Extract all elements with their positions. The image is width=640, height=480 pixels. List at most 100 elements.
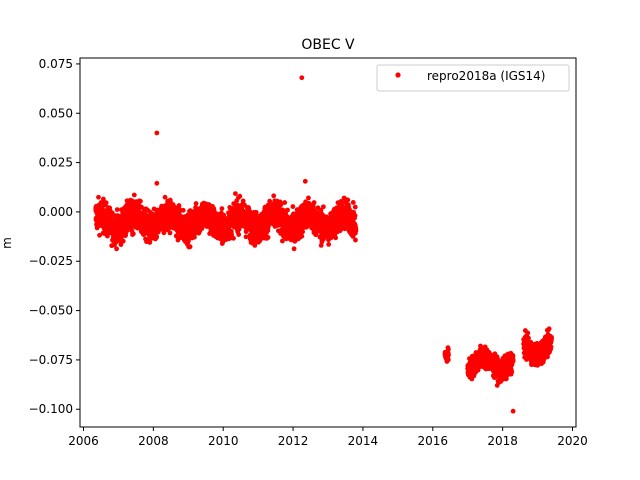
data-point [233, 191, 238, 197]
data-point [219, 206, 225, 211]
data-point [326, 242, 332, 247]
legend-marker [395, 72, 401, 78]
y-tick-label: 0.075 [39, 57, 73, 71]
data-point [510, 358, 516, 364]
data-point [352, 213, 358, 218]
outlier-point [510, 408, 516, 414]
data-point [445, 357, 451, 363]
y-axis-label: m [0, 237, 14, 249]
y-tick-label: 0.025 [39, 156, 73, 170]
data-point [446, 352, 451, 358]
data-point [147, 240, 153, 245]
data-point [333, 235, 339, 241]
data-point [278, 202, 284, 208]
data-point [97, 232, 102, 238]
y-axis: 0.075 0.050 0.025 0.000 −0.025 −0.050 −0.075 −0… [29, 57, 80, 416]
data-point [535, 362, 541, 368]
data-point [231, 201, 237, 207]
plot-frame [79, 57, 577, 428]
x-tick-label: 2006 [68, 434, 99, 448]
data-point [320, 204, 326, 210]
data-point [252, 243, 258, 248]
data-point [138, 198, 143, 204]
y-tick-label: 0.000 [39, 205, 73, 219]
data-point [545, 354, 550, 360]
data-point [291, 246, 297, 252]
x-tick-label: 2012 [278, 434, 309, 448]
data-point [475, 367, 481, 373]
data-point [311, 200, 317, 205]
legend: repro2018a (IGS14) [376, 64, 570, 92]
data-point [118, 242, 124, 248]
x-axis: 2006 2008 2010 2012 2014 2016 2018 2020 [68, 427, 588, 448]
x-tick-label: 2010 [208, 434, 239, 448]
data-point [154, 234, 160, 239]
data-point [510, 353, 516, 359]
y-tick-label: −0.100 [29, 402, 73, 416]
data-point [306, 195, 311, 201]
data-point [350, 200, 356, 205]
data-point [231, 235, 236, 241]
data-point [265, 228, 271, 233]
data-point [282, 200, 288, 205]
x-tick-label: 2014 [348, 434, 379, 448]
data-point [546, 326, 552, 332]
data-point [114, 246, 119, 252]
data-point [180, 207, 186, 213]
data-point [237, 193, 243, 199]
data-point [103, 200, 109, 206]
y-tick-label: −0.025 [29, 254, 73, 268]
data-point [130, 231, 136, 237]
data-point [267, 198, 273, 204]
data-points [93, 75, 554, 414]
data-point [109, 210, 115, 216]
data-point [280, 238, 285, 244]
data-point [525, 330, 531, 336]
x-tick-label: 2016 [418, 434, 449, 448]
y-tick-label: −0.075 [29, 353, 73, 367]
data-point [192, 234, 197, 240]
data-point [290, 204, 296, 209]
data-point [504, 376, 509, 382]
x-tick-label: 2020 [557, 434, 588, 448]
x-tick-label: 2008 [138, 434, 169, 448]
data-point [187, 244, 193, 250]
data-point [548, 344, 554, 350]
outlier-point [299, 75, 305, 81]
data-point [265, 234, 271, 240]
y-tick-label: 0.050 [39, 106, 73, 120]
data-point [318, 207, 324, 213]
data-point [549, 334, 554, 340]
data-point [353, 237, 358, 243]
data-point [353, 228, 359, 234]
data-point [162, 194, 168, 200]
data-point [300, 229, 306, 235]
y-tick-label: −0.050 [29, 304, 73, 318]
data-point [114, 207, 120, 213]
data-point [509, 369, 515, 375]
outlier-point [154, 130, 160, 136]
data-point [120, 238, 126, 244]
data-point [528, 339, 534, 345]
data-point [285, 207, 290, 213]
legend-label: repro2018a (IGS14) [427, 69, 545, 83]
data-point [221, 212, 227, 218]
data-point [271, 193, 277, 199]
data-point [193, 201, 199, 206]
data-point [352, 204, 358, 210]
data-point [345, 197, 351, 203]
data-point [176, 203, 182, 208]
data-point [167, 230, 173, 236]
data-point [199, 226, 205, 231]
data-point [526, 335, 531, 341]
data-point [131, 192, 137, 198]
x-tick-label: 2018 [487, 434, 518, 448]
data-point [240, 198, 246, 204]
chart-title: OBEC V [301, 37, 355, 53]
legend-box [376, 64, 570, 92]
data-point [446, 346, 451, 352]
outlier-point [154, 180, 160, 186]
outlier-point [302, 178, 308, 184]
data-point [236, 232, 242, 238]
